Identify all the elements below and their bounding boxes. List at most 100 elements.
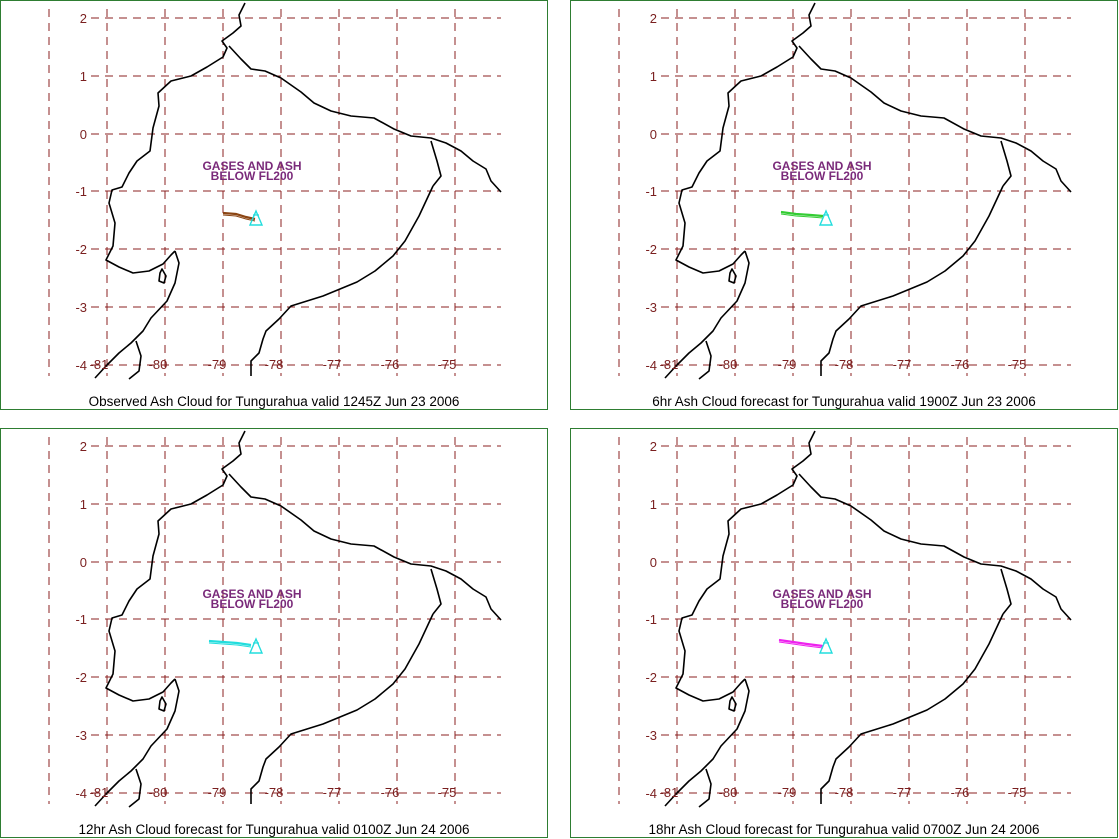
coastline-border <box>820 613 1004 804</box>
latitude-label: 0 <box>80 555 87 570</box>
ash-cloud-label-line2: BELOW FL200 <box>211 597 294 611</box>
coastline-border <box>105 2 246 274</box>
longitude-label: -78 <box>265 357 284 372</box>
volcano-triangle-icon <box>248 209 264 226</box>
panel-caption: 18hr Ash Cloud forecast for Tungurahua v… <box>648 822 1040 837</box>
coastline-border <box>798 473 1072 621</box>
ash-plume <box>208 639 252 647</box>
ash-map-12hr: 2 1 0 -1 -2 -3 -4 -81 -80 -79 -78 -77 -76 -75 GASES AN… <box>48 430 502 808</box>
latitude-label: -4 <box>75 358 87 373</box>
latitude-label: 1 <box>650 69 657 84</box>
ash-cloud-label-line1: GASES AND ASH <box>202 587 301 601</box>
latitude-label: 2 <box>80 439 87 454</box>
panel-caption: 6hr Ash Cloud forecast for Tungurahua va… <box>652 394 1036 409</box>
longitude-label: -76 <box>951 357 970 372</box>
latitude-label: -2 <box>645 242 657 257</box>
ash-panel-18hr: 2 1 0 -1 -2 -3 -4 -81 -80 -79 -78 -77 -76 -75 GASES AN… <box>570 428 1118 838</box>
coastline-border <box>728 696 737 712</box>
longitude-label: -81 <box>90 357 109 372</box>
coastline-border <box>728 268 737 284</box>
coastline-border <box>250 613 434 804</box>
ash-cloud-label-line2: BELOW FL200 <box>781 597 864 611</box>
latitude-label: 0 <box>80 127 87 142</box>
ash-plume <box>222 211 256 221</box>
longitude-label: -81 <box>90 785 109 800</box>
coastline-border <box>675 2 816 274</box>
coastline-border <box>698 768 712 808</box>
longitude-label: -80 <box>719 785 738 800</box>
latitude-label: -4 <box>75 786 87 801</box>
coastline-border <box>105 430 246 702</box>
longitude-label: -78 <box>265 785 284 800</box>
longitude-label: -77 <box>323 785 342 800</box>
coastline-border <box>430 568 442 615</box>
latitude-label: -3 <box>645 300 657 315</box>
longitude-label: -80 <box>149 785 168 800</box>
latitude-label: 0 <box>650 127 657 142</box>
latitude-label: 0 <box>650 555 657 570</box>
coastline-border <box>228 45 502 193</box>
coastline-border <box>94 250 180 379</box>
latitude-label: -2 <box>75 670 87 685</box>
coastline-border <box>228 473 502 621</box>
volcano-triangle-icon <box>818 637 834 654</box>
coastline-border <box>698 340 712 380</box>
latitude-label: -1 <box>75 184 87 199</box>
volcano-triangle-icon <box>248 637 264 654</box>
longitude-label: -81 <box>660 785 679 800</box>
ash-cloud-label-line1: GASES AND ASH <box>772 587 871 601</box>
latitude-label: -3 <box>75 728 87 743</box>
longitude-label: -75 <box>1008 785 1027 800</box>
longitude-label: -81 <box>660 357 679 372</box>
ash-plume-edge <box>208 642 252 648</box>
ash-panel-6hr: 2 1 0 -1 -2 -3 -4 -81 -80 -79 -78 -77 -76 -75 GASES AN… <box>570 0 1118 410</box>
coastline-border <box>820 185 1004 376</box>
latitude-label: 2 <box>650 439 657 454</box>
ash-cloud-label-line1: GASES AND ASH <box>202 159 301 173</box>
longitude-label: -80 <box>719 357 738 372</box>
latitude-label: -4 <box>645 786 657 801</box>
ash-plume <box>780 210 824 218</box>
coastline-border <box>664 250 750 379</box>
longitude-label: -75 <box>1008 357 1027 372</box>
longitude-label: -78 <box>835 357 854 372</box>
longitude-label: -79 <box>208 357 227 372</box>
latitude-label: -1 <box>645 184 657 199</box>
latitude-label: 1 <box>650 497 657 512</box>
coastline-border <box>158 268 167 284</box>
longitude-label: -76 <box>381 357 400 372</box>
coastline-border <box>94 678 180 807</box>
ash-map-observed: 2 1 0 -1 -2 -3 -4 -81 -80 -79 -78 -77 -76 -75 GASES AN… <box>48 2 502 380</box>
longitude-label: -76 <box>951 785 970 800</box>
ash-map-18hr: 2 1 0 -1 -2 -3 -4 -81 -80 -79 -78 -77 -76 -75 GASES AN… <box>618 430 1072 808</box>
longitude-label: -76 <box>381 785 400 800</box>
panel-caption: Observed Ash Cloud for Tungurahua valid … <box>88 394 460 409</box>
latitude-label: 1 <box>80 69 87 84</box>
ash-map-6hr: 2 1 0 -1 -2 -3 -4 -81 -80 -79 -78 -77 -76 -75 GASES AN… <box>618 2 1072 380</box>
latitude-label: 1 <box>80 497 87 512</box>
ash-cloud-label-line2: BELOW FL200 <box>211 169 294 183</box>
longitude-label: -80 <box>149 357 168 372</box>
ash-plume-edge <box>778 641 824 649</box>
ash-plume-edge <box>780 213 824 219</box>
coastline-border <box>664 678 750 807</box>
latitude-label: 2 <box>650 11 657 26</box>
latitude-label: -4 <box>645 358 657 373</box>
ash-panel-observed: 2 1 0 -1 -2 -3 -4 -81 -80 -79 -78 -77 -76 -75 GASES AN… <box>0 0 548 410</box>
longitude-label: -77 <box>893 785 912 800</box>
ash-panel-12hr: 2 1 0 -1 -2 -3 -4 -81 -80 -79 -78 -77 -76 -75 GASES AN… <box>0 428 548 838</box>
longitude-label: -77 <box>893 357 912 372</box>
longitude-label: -78 <box>835 785 854 800</box>
coastline-border <box>1000 140 1012 187</box>
latitude-label: -1 <box>75 612 87 627</box>
panel-caption: 12hr Ash Cloud forecast for Tungurahua v… <box>78 822 470 837</box>
coastline-border <box>250 185 434 376</box>
longitude-label: -75 <box>438 785 457 800</box>
coastline-border <box>128 340 142 380</box>
coastline-border <box>675 430 816 702</box>
latitude-label: -3 <box>75 300 87 315</box>
coastline-border <box>128 768 142 808</box>
coastline-border <box>158 696 167 712</box>
latitude-label: -2 <box>75 242 87 257</box>
coastline-border <box>798 45 1072 193</box>
